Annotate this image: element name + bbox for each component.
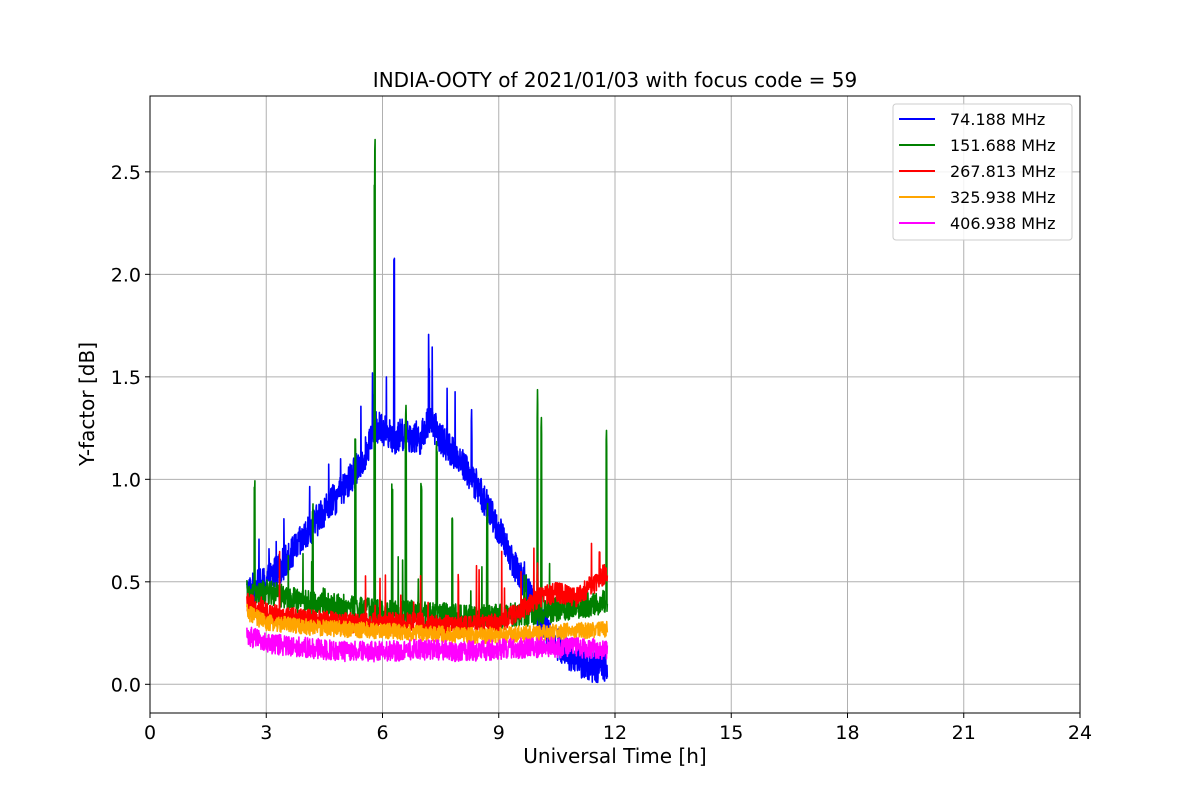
x-axis-label: Universal Time [h] — [523, 744, 706, 768]
series-line — [246, 257, 609, 684]
y-tick-label: 1.0 — [111, 469, 141, 491]
ticks: 0 3 6 9 12 15 18 21 24 0.0 0.5 1.0 1.5 2.0 2.5 — [111, 162, 1092, 744]
grid — [150, 96, 1080, 713]
x-tick-label: 24 — [1068, 722, 1092, 744]
y-axis-label: Y-factor [dB] — [75, 342, 99, 467]
x-tick-label: 3 — [260, 722, 272, 744]
legend-label: 325.938 MHz — [950, 188, 1055, 207]
legend-box — [892, 103, 1073, 241]
x-tick-label: 0 — [144, 722, 156, 744]
y-tick-label: 1.5 — [111, 367, 141, 389]
legend: 74.188 MHz 151.688 MHz 267.813 MHz 325.938 … — [892, 103, 1073, 241]
y-tick-label: 0.5 — [111, 572, 141, 594]
x-tick-label: 18 — [835, 722, 859, 744]
x-tick-label: 12 — [603, 722, 627, 744]
y-tick-label: 2.0 — [111, 264, 141, 286]
legend-label: 74.188 MHz — [950, 110, 1045, 129]
x-tick-label: 9 — [493, 722, 505, 744]
x-tick-label: 6 — [376, 722, 388, 744]
legend-label: 151.688 MHz — [950, 136, 1055, 155]
legend-label: 267.813 MHz — [950, 162, 1055, 181]
series-line — [246, 626, 609, 663]
series-line — [246, 603, 609, 645]
x-tick-label: 21 — [952, 722, 976, 744]
series-line — [246, 542, 609, 638]
series-layer — [246, 138, 609, 684]
legend-label: 406.938 MHz — [950, 214, 1055, 233]
chart-title: INDIA-OOTY of 2021/01/03 with focus code… — [373, 68, 857, 92]
y-tick-label: 2.5 — [111, 162, 141, 184]
x-tick-label: 15 — [719, 722, 743, 744]
y-tick-label: 0.0 — [111, 674, 141, 696]
